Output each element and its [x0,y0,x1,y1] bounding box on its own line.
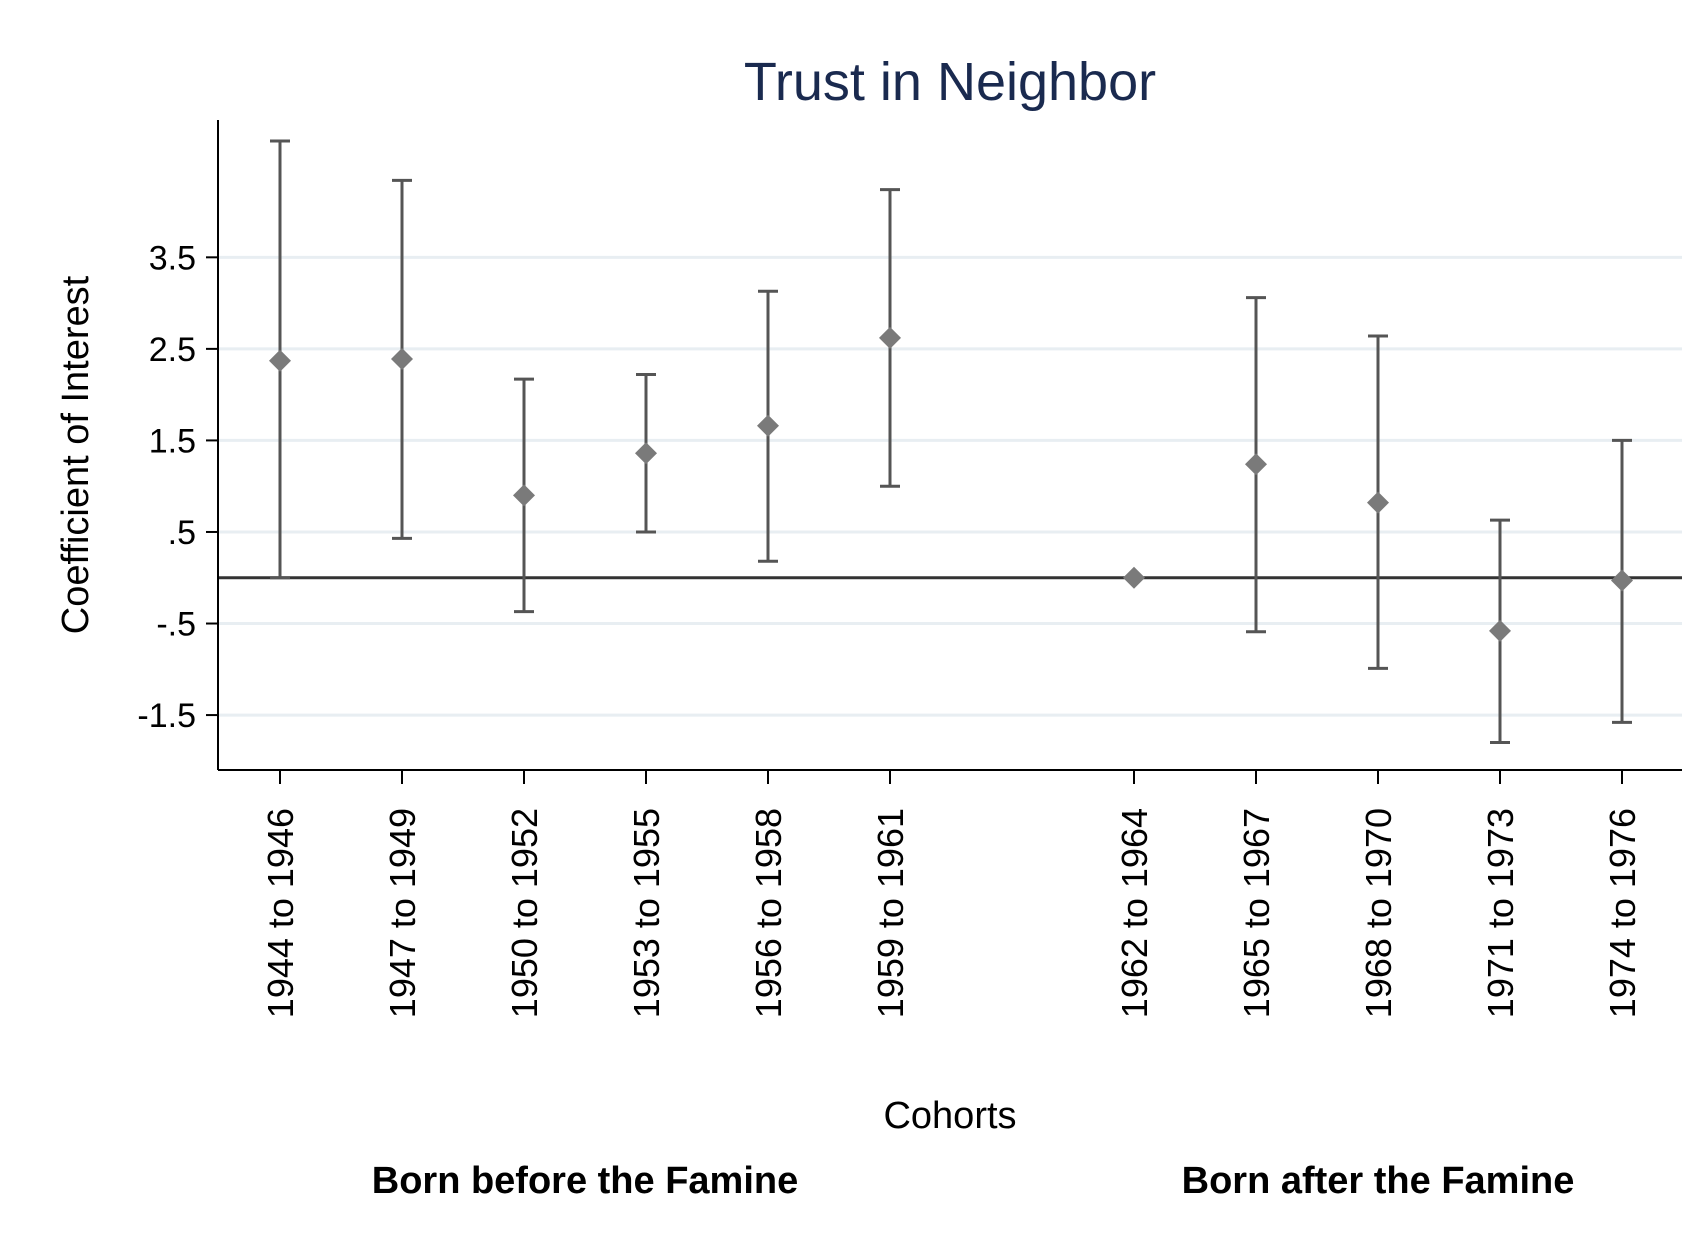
x-tick-label: 1953 to 1955 [626,808,667,1018]
y-tick-label: -1.5 [137,697,196,735]
data-point [879,326,901,349]
y-tick-label: 2.5 [149,331,196,369]
x-tick-label: 1971 to 1973 [1480,808,1521,1018]
data-point [269,349,291,372]
data-point [757,414,779,437]
y-axis-label: Coefficient of Interest [55,275,97,634]
x-tick-label: 1974 to 1976 [1602,808,1643,1018]
x-tick-label: 1965 to 1967 [1236,808,1277,1018]
x-tick-label: 1962 to 1964 [1114,808,1155,1018]
x-tick-label: 1959 to 1961 [870,808,911,1018]
grid-lines [218,255,1682,717]
data-point [635,442,657,465]
y-tick-label: .5 [168,514,196,552]
x-tick-label: 1947 to 1949 [382,808,423,1018]
data-point [391,347,413,370]
group-label: Born after the Famine [1182,1160,1575,1202]
x-ticks: 1944 to 1946 1947 to 1949 1950 to 1952 1953… [260,770,1643,1018]
x-axis-label: Cohorts [883,1095,1016,1137]
data-point [1611,569,1633,592]
x-tick-label: 1944 to 1946 [260,808,301,1018]
x-tick-label: 1950 to 1952 [504,808,545,1018]
group-labels: Born before the Famine Born after the Fam… [372,1160,1575,1202]
group-label: Born before the Famine [372,1160,799,1202]
data-point [513,484,535,507]
y-tick-label: 1.5 [149,422,196,460]
chart-title: Trust in Neighbor [744,52,1156,112]
x-tick-label: 1968 to 1970 [1358,808,1399,1018]
x-tick-label: 1956 to 1958 [748,808,789,1018]
data-point [1123,566,1145,589]
data-point [1367,491,1389,514]
y-tick-label: 3.5 [149,239,196,277]
axes [217,120,1682,771]
data-point [1489,619,1511,642]
data-point [1245,453,1267,476]
y-ticks: 3.5 2.5 1.5 .5 -.5 -1.5 [137,239,218,735]
y-tick-label: -.5 [156,606,196,644]
data-points [269,326,1633,642]
